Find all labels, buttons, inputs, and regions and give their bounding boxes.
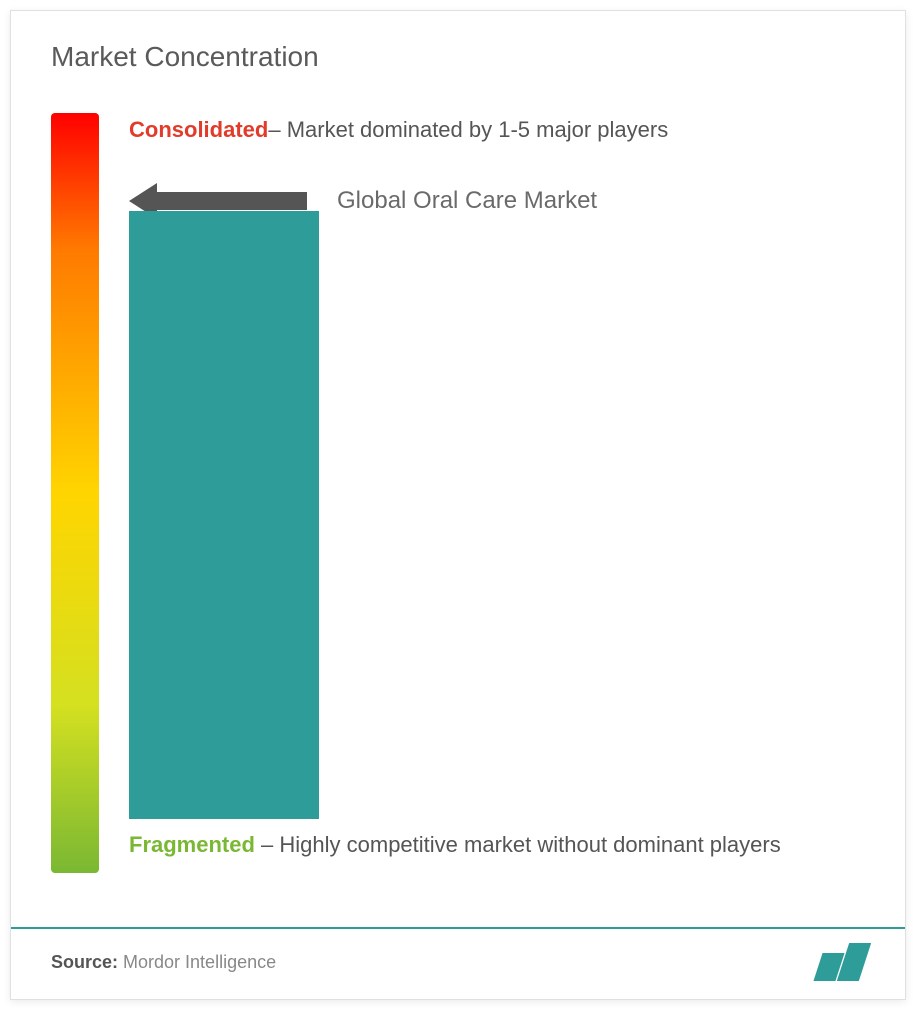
fragmented-label: Fragmented bbox=[129, 832, 255, 857]
fragmented-row: Fragmented – Highly competitive market w… bbox=[129, 821, 865, 869]
market-label: Global Oral Care Market bbox=[337, 187, 597, 215]
consolidated-row: Consolidated– Market dominated by 1-5 ma… bbox=[129, 113, 865, 146]
main-area: Consolidated– Market dominated by 1-5 ma… bbox=[129, 113, 865, 893]
source-text: Source: Mordor Intelligence bbox=[51, 952, 276, 973]
concentration-gradient-bar bbox=[51, 113, 99, 873]
infographic-card: Market Concentration Consolidated– Marke… bbox=[10, 10, 906, 1000]
market-position-bar bbox=[129, 211, 319, 819]
mordor-logo-icon bbox=[818, 943, 865, 981]
arrow-shaft bbox=[157, 192, 307, 210]
source-value: Mordor Intelligence bbox=[118, 952, 276, 972]
logo-bar-2 bbox=[837, 943, 871, 981]
content-area: Consolidated– Market dominated by 1-5 ma… bbox=[51, 113, 865, 893]
consolidated-desc: – Market dominated by 1-5 major players bbox=[268, 117, 668, 142]
consolidated-label: Consolidated bbox=[129, 117, 268, 142]
footer: Source: Mordor Intelligence bbox=[11, 927, 905, 981]
chart-title: Market Concentration bbox=[51, 41, 865, 73]
fragmented-desc: – Highly competitive market without domi… bbox=[255, 832, 781, 857]
source-label: Source: bbox=[51, 952, 118, 972]
